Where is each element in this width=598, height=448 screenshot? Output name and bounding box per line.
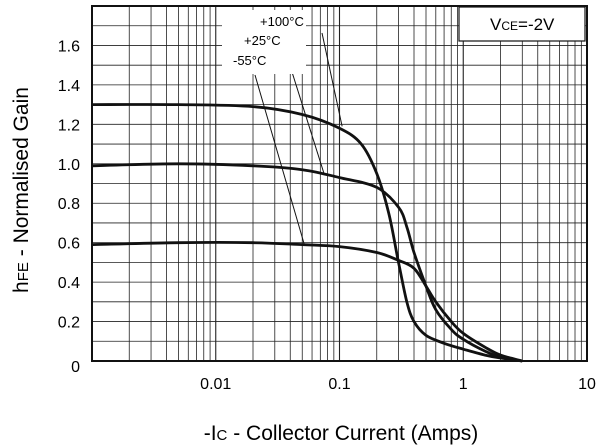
y-tick-label: 1.4 (58, 78, 80, 95)
y-tick-label: 0.6 (58, 236, 80, 253)
y-tick-labels: 0 0.2 0.4 0.6 0.8 1.0 1.2 1.4 1.6 (58, 38, 80, 376)
condition-box-frame (458, 6, 586, 42)
y-tick-label: 0.4 (58, 275, 80, 292)
x-tick-label: 0.1 (328, 376, 350, 393)
y-tick-label: 0.8 (58, 196, 80, 213)
leader-line (254, 74, 305, 245)
y-tick-label: 0 (71, 359, 80, 376)
annotation-box (222, 10, 306, 74)
grid (92, 6, 587, 361)
x-tick-label: 0.01 (200, 376, 231, 393)
x-axis-title: -IC - Collector Current (Amps) (204, 422, 479, 445)
y-tick-label: 1.2 (58, 117, 80, 134)
series-annotation: +100°C (260, 14, 304, 29)
series-annotation: +25°C (244, 33, 281, 48)
series-annotation: -55°C (233, 53, 266, 68)
y-tick-label: 0.2 (58, 315, 80, 332)
x-tick-labels: 0.01 0.1 1 10 (200, 376, 596, 393)
series-line (91, 241, 523, 363)
y-axis-title: hFE - Normalised Gain (10, 87, 33, 293)
y-tick-label: 1.0 (58, 157, 80, 174)
condition-text: VCE=-2V (490, 15, 555, 34)
plot-frame (91, 5, 588, 362)
annotations: +100°C +25°C -55°C (233, 14, 304, 68)
series-line (91, 162, 523, 363)
y-tick-label: 1.6 (58, 38, 80, 55)
series-group (91, 103, 523, 363)
x-tick-label: 1 (459, 376, 468, 393)
leader-line (321, 32, 343, 127)
x-tick-label: 10 (578, 376, 596, 393)
condition-box: VCE=-2V (458, 6, 586, 42)
